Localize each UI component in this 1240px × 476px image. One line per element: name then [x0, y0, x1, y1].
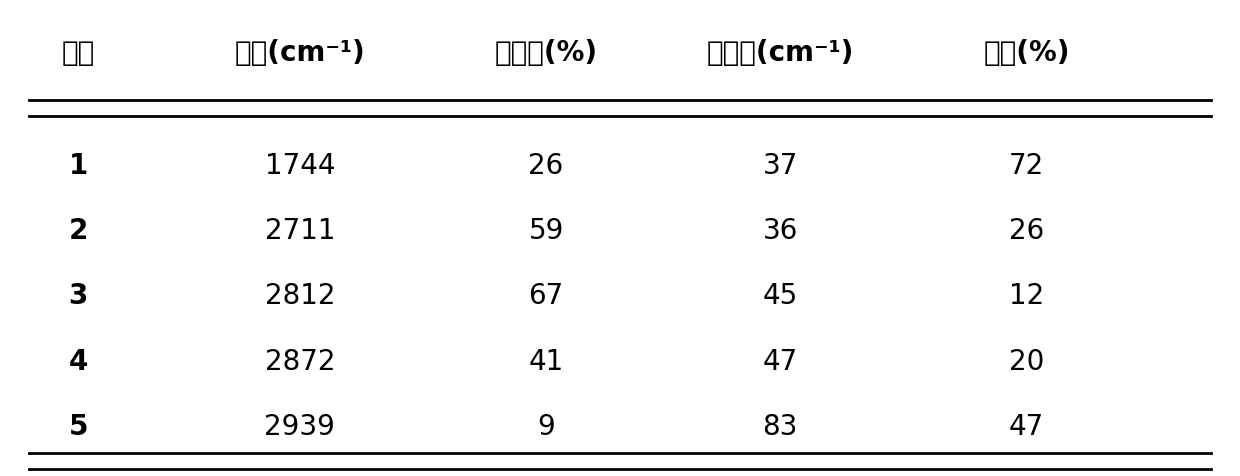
Text: 72: 72	[1009, 151, 1044, 179]
Text: 2812: 2812	[264, 282, 335, 310]
Text: 2711: 2711	[264, 217, 335, 245]
Text: 3: 3	[68, 282, 88, 310]
Text: 1: 1	[68, 151, 88, 179]
Text: 半峰宽(cm⁻¹): 半峰宽(cm⁻¹)	[707, 40, 854, 67]
Text: 2872: 2872	[264, 348, 335, 376]
Text: 9: 9	[537, 413, 556, 441]
Text: 41: 41	[528, 348, 564, 376]
Text: 1744: 1744	[264, 151, 335, 179]
Text: 2: 2	[68, 217, 88, 245]
Text: 45: 45	[763, 282, 797, 310]
Text: 47: 47	[1009, 413, 1044, 441]
Text: 峰位(cm⁻¹): 峰位(cm⁻¹)	[234, 40, 365, 67]
Text: 12: 12	[1009, 282, 1044, 310]
Text: 67: 67	[528, 282, 564, 310]
Text: 4: 4	[68, 348, 88, 376]
Text: 2939: 2939	[264, 413, 335, 441]
Text: 36: 36	[763, 217, 797, 245]
Text: 47: 47	[763, 348, 797, 376]
Text: 峰差(%): 峰差(%)	[983, 40, 1070, 67]
Text: 26: 26	[1009, 217, 1044, 245]
Text: 59: 59	[528, 217, 564, 245]
Text: 透过率(%): 透过率(%)	[495, 40, 598, 67]
Text: 20: 20	[1009, 348, 1044, 376]
Text: 83: 83	[763, 413, 797, 441]
Text: 37: 37	[763, 151, 797, 179]
Text: 序号: 序号	[62, 40, 94, 67]
Text: 5: 5	[68, 413, 88, 441]
Text: 26: 26	[528, 151, 564, 179]
